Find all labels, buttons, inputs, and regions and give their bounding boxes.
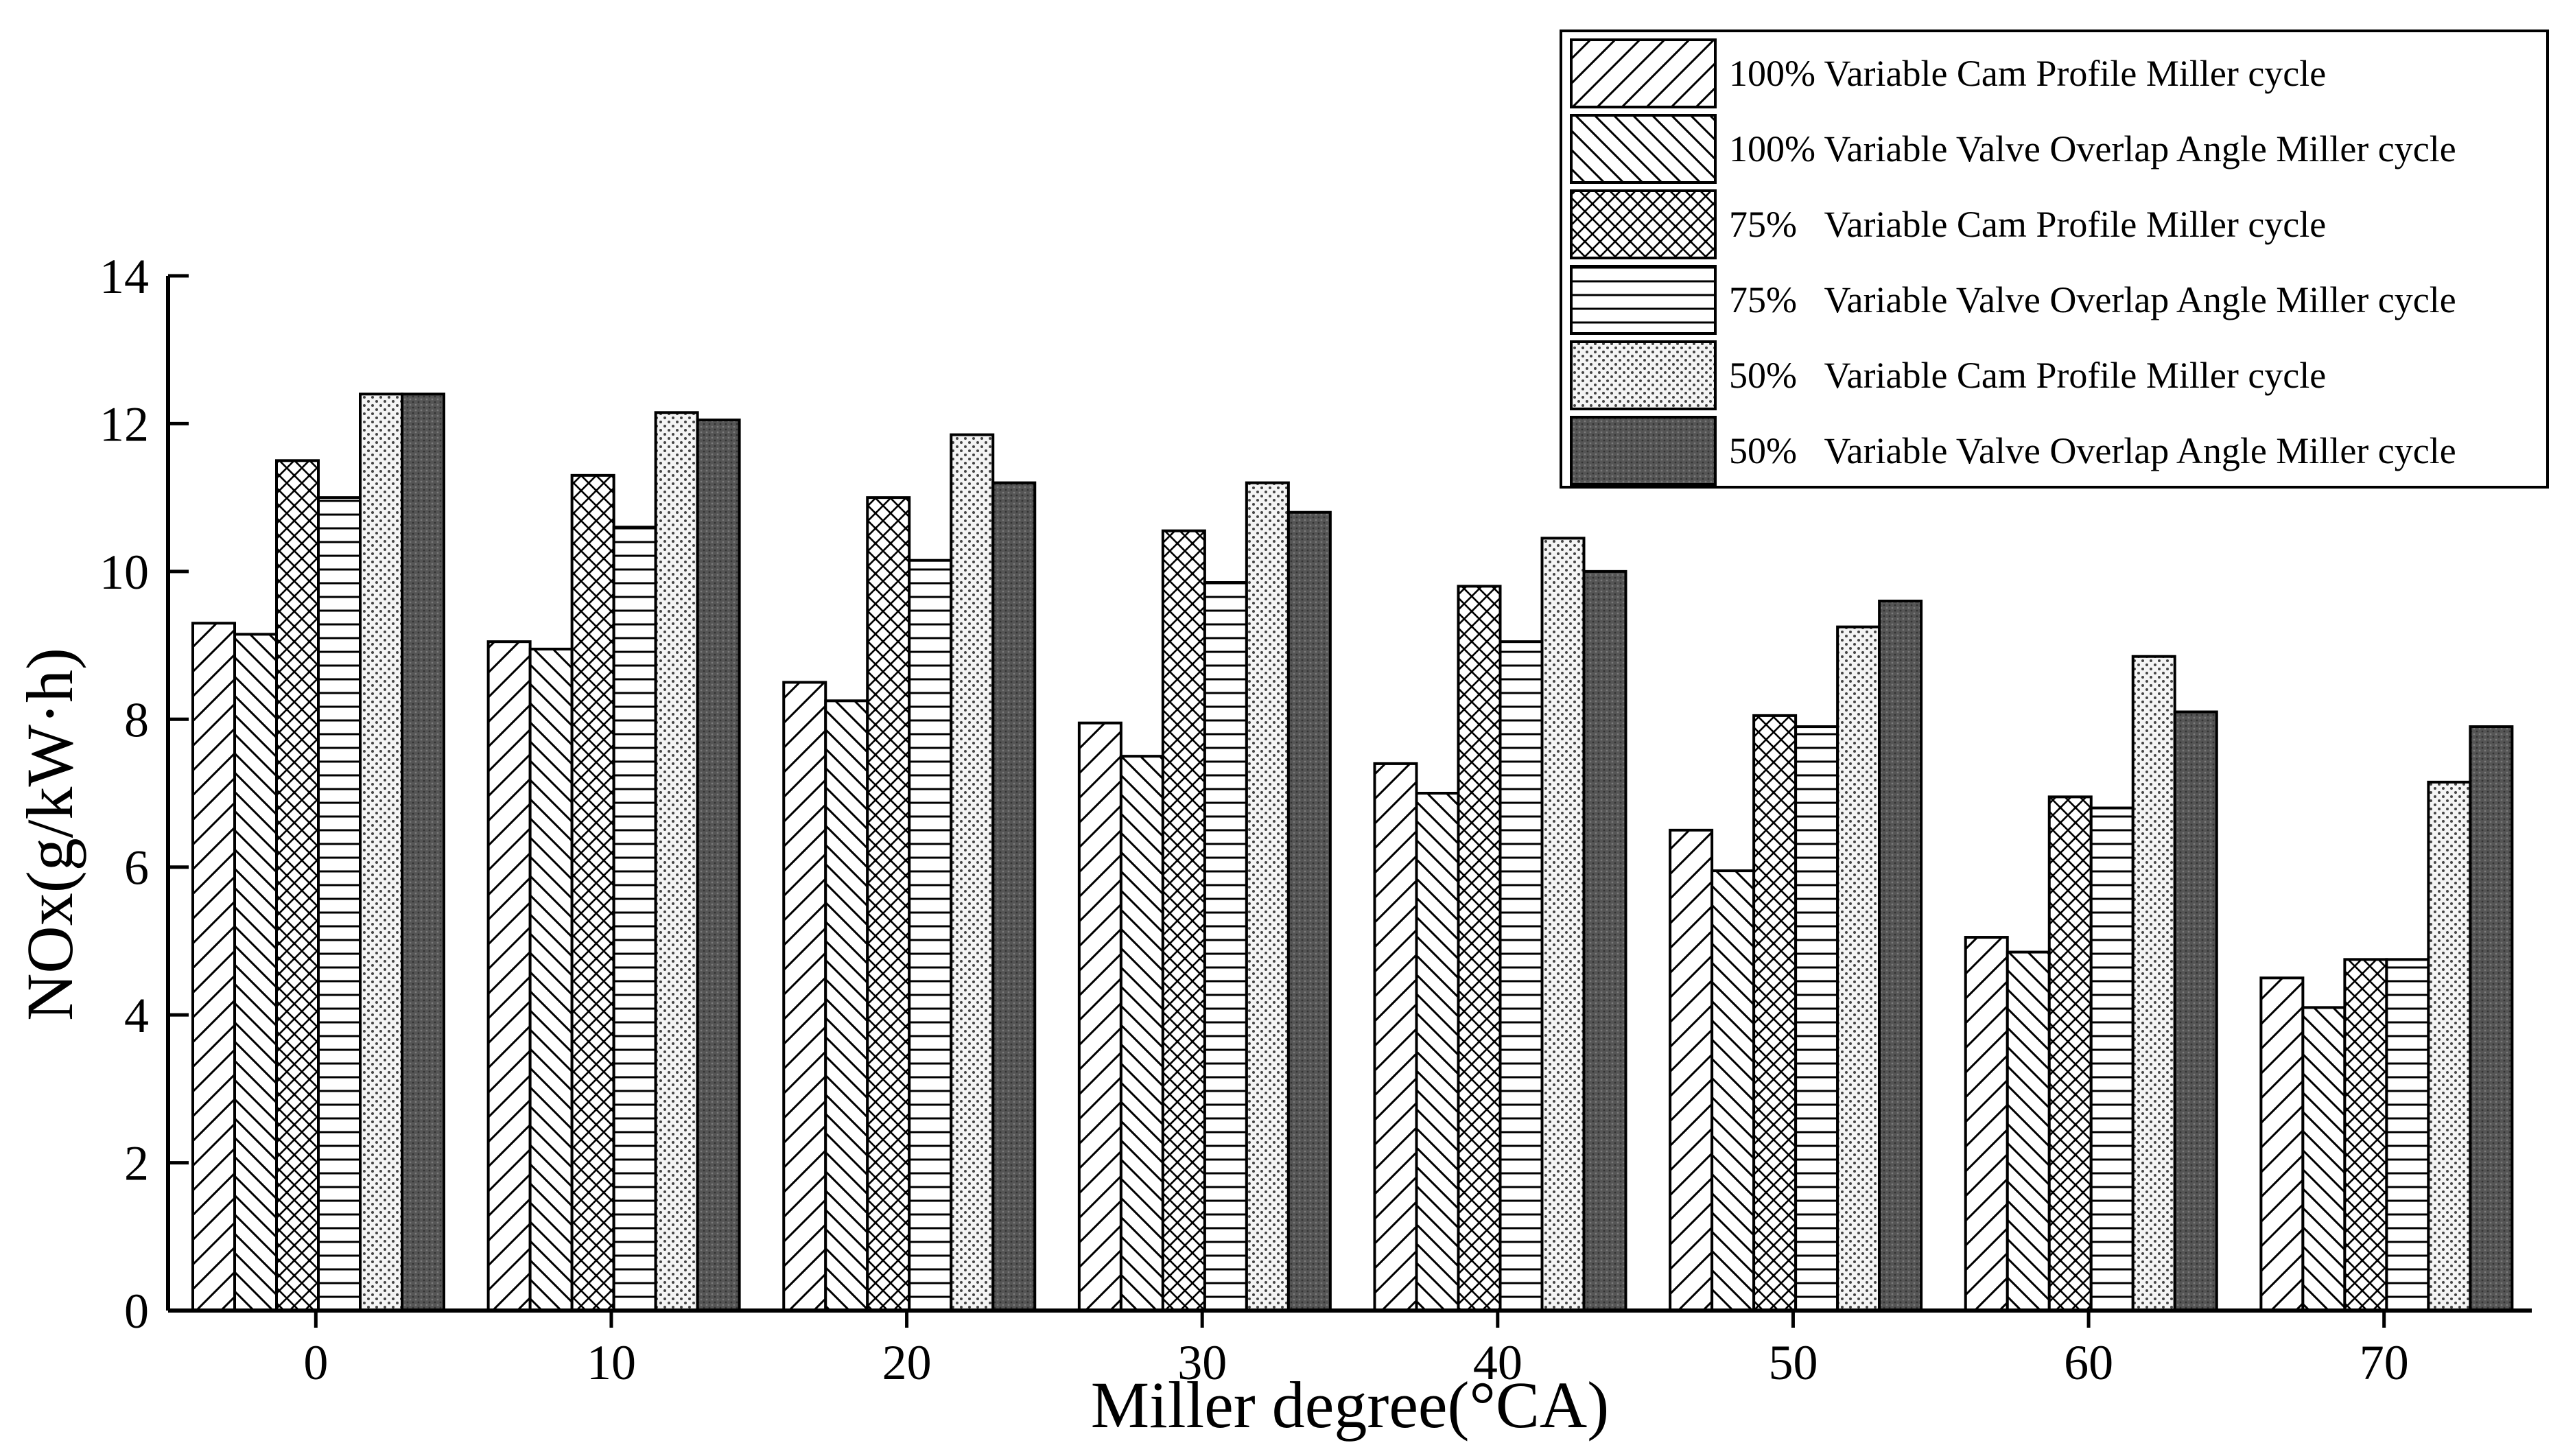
bar-s4-20 (908, 559, 953, 1313)
bar-s5-60 (2131, 655, 2176, 1312)
legend-label-s5: 50% Variable Cam Profile Miller cycle (1729, 355, 2326, 396)
bar-s2-10 (528, 647, 574, 1312)
bar-s1-10 (486, 640, 532, 1312)
legend-label-s2: 100% Variable Valve Overlap Angle Miller… (1729, 128, 2456, 169)
bar-s4-40 (1498, 640, 1544, 1312)
x-tick-label-10: 10 (587, 1335, 636, 1390)
bar-s4-30 (1203, 581, 1248, 1312)
bar-s6-40 (1582, 570, 1627, 1312)
bar-s5-70 (2427, 780, 2472, 1313)
bar-s1-30 (1077, 721, 1122, 1312)
bar-s3-60 (2047, 795, 2093, 1312)
x-tick-label-0: 0 (303, 1335, 328, 1390)
x-tick-label-40: 40 (1473, 1335, 1522, 1390)
bar-s6-30 (1286, 510, 1332, 1313)
bar-s2-30 (1119, 755, 1164, 1312)
x-tick-label-30: 30 (1177, 1335, 1227, 1390)
bar-s1-0 (191, 622, 236, 1312)
legend-label-s3: 75% Variable Cam Profile Miller cycle (1729, 204, 2326, 245)
legend-swatch-s5 (1570, 340, 1717, 410)
legend-box (1560, 30, 2549, 489)
bar-s1-60 (1964, 936, 2009, 1312)
legend-label-s6: 50% Variable Valve Overlap Angle Miller … (1729, 430, 2456, 471)
bar-s4-70 (2385, 958, 2430, 1313)
bar-s5-30 (1245, 481, 1290, 1312)
y-axis-title: NOx(g/kW·h) (13, 648, 86, 1021)
y-tick-label-8: 8 (124, 692, 149, 747)
bar-s2-70 (2301, 1006, 2347, 1313)
bar-s1-40 (1373, 762, 1418, 1312)
bar-s5-10 (654, 411, 699, 1312)
x-tick-label-50: 50 (1768, 1335, 1818, 1390)
bar-s5-0 (359, 392, 403, 1312)
bar-s4-50 (1794, 725, 1839, 1312)
y-tick-label-12: 12 (99, 397, 149, 451)
bar-s6-70 (2469, 725, 2514, 1312)
bar-s3-50 (1752, 714, 1798, 1312)
bar-s3-30 (1161, 529, 1206, 1312)
x-tick-label-70: 70 (2360, 1335, 2409, 1390)
legend: 100% Variable Cam Profile Miller cycle 10… (1560, 30, 2549, 489)
bar-s2-50 (1710, 869, 1756, 1312)
y-tick-label-4: 4 (124, 988, 149, 1043)
bar-s6-60 (2173, 710, 2218, 1312)
y-tick-label-2: 2 (124, 1136, 149, 1191)
bar-s3-0 (275, 459, 320, 1312)
bar-s2-60 (2006, 950, 2051, 1312)
bar-s5-20 (950, 433, 995, 1312)
bar-s6-50 (1878, 599, 1923, 1312)
bar-s5-40 (1540, 537, 1586, 1312)
legend-swatch-s6 (1570, 416, 1717, 486)
bar-s6-20 (991, 481, 1037, 1312)
legend-swatch-s2 (1570, 114, 1717, 184)
bar-s2-0 (233, 633, 278, 1312)
bar-s3-70 (2343, 958, 2388, 1313)
bar-s3-20 (866, 496, 911, 1313)
x-axis-title: Miller degree(°CA) (1091, 1368, 1609, 1442)
bar-s5-50 (1836, 625, 1881, 1312)
legend-label-s1: 100% Variable Cam Profile Miller cycle (1729, 53, 2326, 94)
y-tick-label-6: 6 (124, 841, 149, 895)
bar-s6-0 (401, 392, 445, 1312)
plot-area: 0 2 4 6 8 10 12 14 0 10 20 30 40 50 60 70 Miller degree(… (13, 249, 2532, 1442)
bar-s1-50 (1669, 828, 1714, 1313)
bar-s4-0 (317, 496, 362, 1313)
x-tick-label-60: 60 (2064, 1335, 2113, 1390)
legend-swatch-s1 (1570, 38, 1717, 108)
x-tick-label-20: 20 (882, 1335, 932, 1390)
y-tick-label-10: 10 (99, 545, 149, 600)
bar-s2-20 (824, 699, 869, 1312)
bar-s1-20 (782, 681, 827, 1312)
bar-s1-70 (2259, 976, 2305, 1313)
bar-s6-10 (696, 419, 741, 1312)
y-tick-label-0: 0 (124, 1284, 149, 1339)
legend-label-s4: 75% Variable Valve Overlap Angle Miller … (1729, 279, 2456, 320)
bar-s2-40 (1415, 792, 1460, 1312)
y-tick-label-14: 14 (99, 249, 149, 304)
legend-swatch-s4 (1570, 265, 1717, 335)
bar-s4-10 (612, 526, 657, 1313)
legend-swatch-s3 (1570, 189, 1717, 259)
bar-s4-60 (2089, 806, 2135, 1312)
bar-s3-10 (570, 473, 615, 1312)
bar-s3-40 (1457, 585, 1502, 1312)
